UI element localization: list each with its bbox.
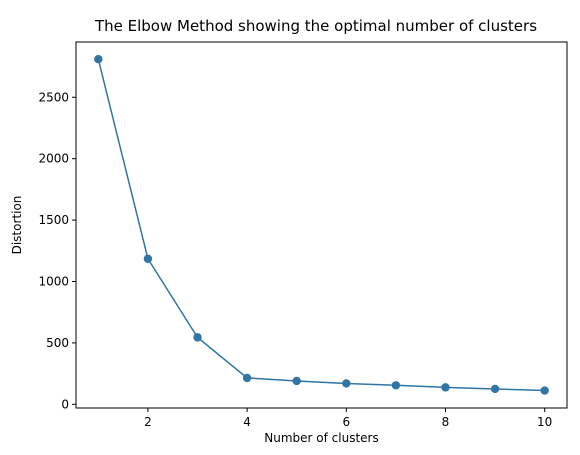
data-point (342, 379, 351, 388)
x-tick-label: 8 (442, 415, 450, 429)
x-tick-label: 2 (144, 415, 152, 429)
y-tick-label: 1000 (38, 274, 69, 288)
data-point (292, 376, 301, 386)
x-axis-label: Number of clusters (264, 431, 378, 445)
y-tick-label: 0 (61, 397, 69, 411)
plot-frame (75, 41, 568, 409)
y-axis-label: Distortion (10, 196, 24, 255)
data-point (94, 54, 103, 64)
y-tick-label: 2500 (38, 90, 69, 104)
y-tick-label: 1500 (38, 213, 69, 227)
x-tick-label: 6 (342, 415, 350, 429)
data-point (391, 381, 401, 390)
y-tick-label: 2000 (38, 152, 69, 166)
data-point (143, 254, 153, 263)
data-point (540, 386, 549, 395)
series-layer (94, 54, 549, 395)
ticks-layer: 2 4 6 8 10 0 500 1000 1500 2000 2500 (38, 90, 552, 429)
data-point (193, 333, 202, 342)
data-point (490, 384, 500, 394)
chart-title: The Elbow Method showing the optimal num… (94, 17, 537, 35)
x-tick-label: 4 (243, 415, 251, 429)
x-tick-label: 10 (537, 415, 552, 429)
data-point (242, 373, 252, 383)
series-line (97, 59, 545, 392)
data-point (441, 383, 450, 392)
y-tick-label: 500 (46, 336, 69, 350)
